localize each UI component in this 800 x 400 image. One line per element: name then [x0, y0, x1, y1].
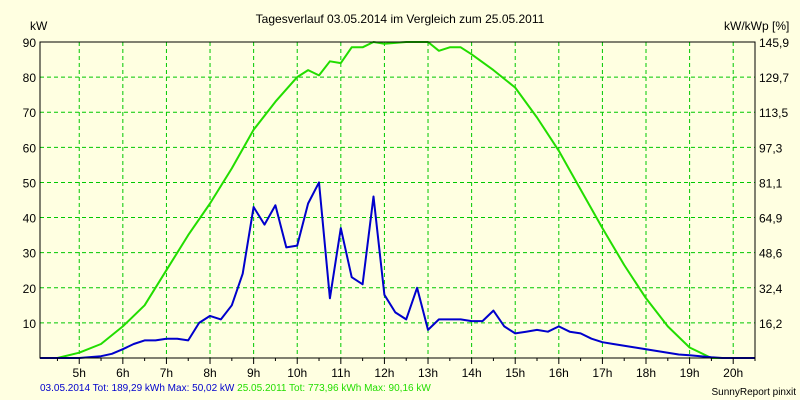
y-tick-right: 145,9	[759, 36, 789, 50]
x-tick-label: 17h	[592, 366, 612, 380]
x-tick-label: 6h	[116, 366, 129, 380]
footer-blue-summary: 03.05.2014 Tot: 189,29 kWh Max: 50,02 kW	[40, 383, 235, 394]
series-layer	[40, 41, 755, 359]
x-tick-label: 10h	[287, 366, 307, 380]
x-tick-label: 15h	[505, 366, 525, 380]
y-tick-right: 129,7	[759, 71, 789, 85]
x-tick-label: 7h	[160, 366, 173, 380]
x-tick-label: 19h	[680, 366, 700, 380]
y-tick-left: 10	[23, 317, 37, 331]
x-tick-label: 5h	[73, 366, 86, 380]
series-line-green	[40, 41, 755, 359]
x-tick-label: 13h	[418, 366, 438, 380]
y-tick-right: 48,6	[759, 247, 783, 261]
y-tick-left: 60	[23, 141, 37, 155]
credit-text: SunnyReport pinxit	[711, 387, 797, 398]
y-tick-right: 81,1	[759, 176, 783, 190]
y-axis-right-label: kW/kWp [%]	[724, 19, 789, 33]
grid-layer	[40, 41, 755, 358]
footer-summary: 03.05.2014 Tot: 189,29 kWh Max: 50,02 kW…	[40, 383, 431, 395]
series-line-blue	[40, 181, 755, 359]
y-tick-left: 90	[23, 36, 37, 50]
x-tick-label: 9h	[247, 366, 260, 380]
y-tick-left: 30	[23, 247, 37, 261]
y-tick-left: 50	[23, 176, 37, 190]
y-axis-left-label: kW	[30, 19, 48, 33]
x-tick-label: 11h	[331, 366, 350, 380]
x-tick-label: 16h	[549, 366, 569, 380]
y-tick-left: 80	[23, 71, 37, 85]
plot-frame	[39, 41, 756, 359]
y-tick-left: 20	[23, 282, 37, 296]
y-tick-right: 32,4	[759, 282, 783, 296]
y-ticks-left: 90 80 70 60 50 40 30 20 10	[23, 36, 37, 331]
chart-title: Tagesverlauf 03.05.2014 im Vergleich zum…	[256, 12, 545, 26]
x-tick-label: 20h	[723, 366, 743, 380]
x-tick-label: 18h	[636, 366, 656, 380]
x-tick-label: 8h	[203, 366, 216, 380]
y-tick-right: 64,9	[759, 212, 783, 226]
x-tick-label: 14h	[462, 366, 482, 380]
y-tick-left: 40	[23, 212, 37, 226]
y-tick-left: 70	[23, 106, 37, 120]
y-ticks-right: 145,9 129,7 113,5 97,3 81,1 64,9 48,6 32,4 16,2	[759, 36, 789, 331]
footer-green-summary: 25.05.2011 Tot: 773,96 kWh Max: 90,16 kW	[237, 383, 431, 394]
x-ticks: 5h 6h 7h 8h 9h 10h 11h 12h 13h 14h 15h 16h 17h 18h 19h…	[73, 366, 744, 380]
y-tick-right: 113,5	[759, 106, 788, 120]
y-tick-right: 97,3	[759, 141, 783, 155]
axis-layer	[39, 41, 756, 364]
y-tick-right: 16,2	[759, 317, 783, 331]
x-tick-label: 12h	[374, 366, 394, 380]
